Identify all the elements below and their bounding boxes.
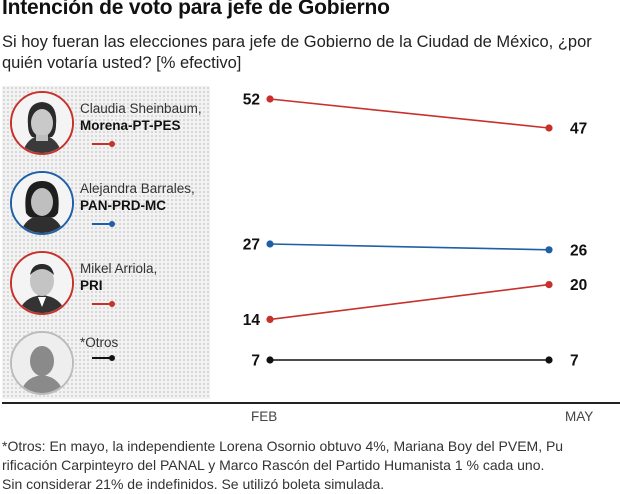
chart-title: Intención de voto para jefe de Gobierno xyxy=(2,0,390,19)
legend-key xyxy=(92,354,115,361)
footnote-line: *Otros: En mayo, la independiente Lorena… xyxy=(2,438,564,454)
data-label: 47 xyxy=(570,121,587,138)
data-point xyxy=(545,281,553,289)
series-line xyxy=(269,243,550,251)
data-label: 52 xyxy=(243,92,260,109)
data-point xyxy=(266,356,274,364)
legend-key xyxy=(92,300,115,307)
footnote-line: rificación Carpinteyro del PANAL y Marco… xyxy=(2,457,545,473)
series-line xyxy=(269,283,550,321)
candidate-name: Mikel Arriola, xyxy=(80,261,158,276)
data-label: 7 xyxy=(570,353,579,370)
series-line xyxy=(269,98,550,129)
woman-portrait-icon xyxy=(10,91,74,155)
chart-baseline xyxy=(2,402,620,404)
data-point xyxy=(545,124,553,132)
candidate-barrales: Alejandra Barrales, PAN-PRD-MC xyxy=(8,171,208,241)
data-label: 27 xyxy=(243,237,260,254)
man-portrait-icon xyxy=(10,251,74,315)
candidate-sheinbaum: Claudia Sheinbaum, Morena-PT-PES xyxy=(8,91,208,161)
data-label: 7 xyxy=(251,353,260,370)
x-tick-label: FEB xyxy=(251,409,278,424)
candidate-name: Claudia Sheinbaum, xyxy=(80,101,202,116)
candidate-party: PRI xyxy=(80,278,103,293)
candidate-name: *Otros xyxy=(80,335,119,350)
data-point xyxy=(266,315,274,323)
data-label: 14 xyxy=(243,312,261,329)
footnote: *Otros: En mayo, la independiente Lorena… xyxy=(2,437,620,494)
candidate-otros: *Otros xyxy=(8,331,208,401)
candidate-arriola: Mikel Arriola, PRI xyxy=(8,251,208,321)
x-tick-label: MAY xyxy=(565,409,594,424)
silhouette-icon xyxy=(10,331,74,395)
data-point xyxy=(266,240,274,248)
chart-subtitle: Si hoy fueran las elecciones para jefe d… xyxy=(2,33,592,72)
data-point xyxy=(266,95,274,103)
data-point xyxy=(545,356,553,364)
candidates-panel: Claudia Sheinbaum, Morena-PT-PES Alejand… xyxy=(2,86,210,399)
footnote-line: Sin considerar 21% de indefinidos. Se ut… xyxy=(2,476,385,492)
legend-key xyxy=(92,140,115,147)
candidate-name: Alejandra Barrales, xyxy=(80,181,195,196)
candidate-party: PAN-PRD-MC xyxy=(80,198,166,213)
legend-key xyxy=(92,220,115,227)
data-label: 26 xyxy=(570,242,588,259)
woman-portrait-icon xyxy=(10,171,74,235)
data-point xyxy=(545,246,553,254)
data-label: 20 xyxy=(570,277,587,294)
candidate-party: Morena-PT-PES xyxy=(80,118,181,133)
